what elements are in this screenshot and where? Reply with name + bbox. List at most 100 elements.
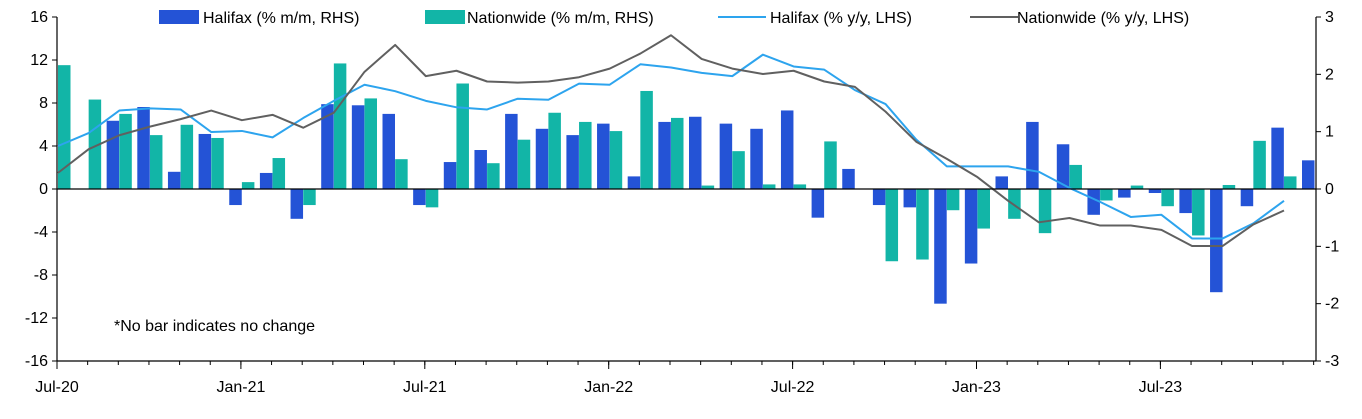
bar-nationwide-mm-Jun-23 (1130, 185, 1144, 189)
bar-nationwide-mm-Dec-22 (946, 189, 960, 211)
bar-nationwide-mm-Feb-23 (1008, 189, 1021, 219)
bar-nationwide-mm-Oct-20 (149, 135, 163, 189)
bar-nationwide-mm-Oct-21 (517, 139, 531, 189)
bar-nationwide-mm-Jan-23 (977, 189, 990, 229)
x-tick-label: Jul-21 (403, 379, 447, 396)
bar-halifax-mm-Dec-21 (597, 123, 610, 189)
legend-label-nationwide-yy: Nationwide (% y/y, LHS) (1017, 10, 1189, 27)
bar-halifax-mm-May-21 (382, 113, 395, 189)
bar-halifax-mm-Nov-23 (1302, 160, 1315, 189)
bar-nationwide-mm-Nov-21 (548, 112, 561, 189)
bar-halifax-mm-Nov-22 (934, 189, 947, 304)
bar-halifax-mm-Aug-20 (106, 120, 120, 189)
bar-nationwide-mm-Apr-22 (701, 185, 715, 189)
bar-nationwide-mm-Sep-23 (1222, 184, 1236, 189)
bar-nationwide-mm-Feb-21 (272, 158, 286, 189)
bar-halifax-mm-Mar-23 (1056, 144, 1070, 189)
bar-halifax-mm-Jul-21 (443, 162, 457, 189)
chart-note: *No bar indicates no change (114, 318, 315, 335)
bar-nationwide-mm-Jul-21 (425, 189, 439, 208)
left-tick-label: -12 (25, 310, 48, 327)
bar-halifax-mm-Oct-20 (167, 171, 181, 189)
right-tick-label: 0 (1325, 181, 1334, 198)
bar-nationwide-mm-Dec-21 (579, 121, 592, 189)
bar-nationwide-mm-Jul-23 (1161, 189, 1174, 207)
bar-halifax-mm-Jun-21 (413, 189, 426, 206)
bar-halifax-mm-Mar-21 (321, 104, 334, 189)
bar-halifax-mm-Feb-22 (658, 121, 671, 189)
bars (58, 63, 1315, 304)
bar-halifax-mm-Jun-22 (780, 110, 794, 189)
bar-nationwide-mm-Aug-20 (88, 99, 102, 189)
bar-nationwide-mm-Aug-23 (1192, 189, 1205, 236)
bar-halifax-mm-Aug-23 (1210, 189, 1223, 293)
bar-nationwide-mm-Oct-22 (885, 189, 899, 262)
right-tick-label: 2 (1325, 66, 1334, 83)
bar-halifax-mm-Jan-21 (259, 172, 273, 189)
bar-halifax-mm-Jun-23 (1148, 189, 1162, 194)
bar-nationwide-mm-Feb-22 (640, 90, 653, 189)
bar-nationwide-mm-Sep-21 (487, 163, 500, 189)
bar-nationwide-mm-Jan-21 (241, 182, 255, 189)
x-tick-label: Jul-23 (1139, 379, 1183, 396)
left-tick-label: 0 (39, 181, 48, 198)
bar-halifax-mm-Sep-21 (505, 113, 518, 189)
legend-label-halifax-yy: Halifax (% y/y, LHS) (770, 10, 912, 27)
x-tick-label: Jan-22 (584, 379, 633, 396)
bar-nationwide-mm-Aug-21 (456, 83, 469, 189)
bar-nationwide-mm-Sep-20 (119, 113, 132, 189)
bar-nationwide-mm-Apr-23 (1069, 164, 1082, 189)
bar-nationwide-mm-Jul-20 (58, 65, 71, 189)
bar-nationwide-mm-Jan-22 (609, 131, 623, 189)
left-tick-label: -16 (25, 353, 48, 370)
bar-nationwide-mm-Mar-21 (303, 189, 316, 206)
legend-label-nationwide-mm: Nationwide (% m/m, RHS) (467, 10, 654, 27)
bar-halifax-mm-May-22 (750, 128, 763, 189)
x-tick-label: Jan-21 (216, 379, 265, 396)
bar-halifax-mm-Mar-22 (689, 116, 702, 189)
line-nationwide-yy (57, 34, 1285, 247)
bar-halifax-mm-Nov-20 (198, 133, 212, 189)
bar-nationwide-mm-May-22 (732, 151, 745, 189)
bar-halifax-mm-Jan-22 (627, 176, 641, 189)
legend-swatch-halifax-mm (159, 10, 199, 24)
bar-halifax-mm-Oct-21 (535, 128, 549, 189)
bar-nationwide-mm-Aug-22 (824, 141, 837, 189)
x-tick-label: Jul-22 (771, 379, 815, 396)
bar-halifax-mm-Jul-23 (1179, 189, 1192, 214)
bar-halifax-mm-Dec-22 (964, 189, 978, 264)
left-tick-label: 16 (30, 9, 48, 26)
bar-halifax-mm-Jan-23 (995, 176, 1008, 189)
right-tick-label: 3 (1325, 9, 1334, 26)
left-tick-label: -4 (34, 224, 48, 241)
bar-nationwide-mm-Nov-23 (1284, 176, 1297, 189)
bar-halifax-mm-Apr-23 (1087, 189, 1100, 215)
bar-nationwide-mm-Apr-21 (333, 63, 347, 189)
bar-nationwide-mm-May-21 (364, 98, 377, 189)
bar-nationwide-mm-Mar-23 (1038, 189, 1052, 234)
bar-halifax-mm-Sep-23 (1240, 189, 1254, 207)
bar-halifax-mm-Apr-21 (351, 105, 365, 189)
bar-halifax-mm-Aug-22 (842, 168, 855, 189)
bar-nationwide-mm-May-23 (1100, 189, 1113, 201)
bar-halifax-mm-Jul-22 (811, 189, 825, 218)
bar-halifax-mm-Apr-22 (719, 123, 733, 189)
bar-halifax-mm-Oct-23 (1271, 127, 1284, 189)
bar-nationwide-mm-Jun-22 (762, 184, 776, 189)
bar-nationwide-mm-Dec-20 (211, 137, 224, 189)
lines (57, 34, 1285, 247)
legend-label-halifax-mm: Halifax (% m/m, RHS) (203, 10, 359, 27)
legend: Halifax (% m/m, RHS) Nationwide (% m/m, R… (159, 10, 1189, 27)
bar-halifax-mm-Feb-23 (1026, 121, 1039, 189)
bar-halifax-mm-Oct-22 (903, 189, 917, 208)
bar-halifax-mm-Sep-20 (137, 107, 150, 189)
left-tick-label: -8 (34, 267, 48, 284)
bar-halifax-mm-Dec-20 (229, 189, 242, 206)
right-tick-label: 1 (1325, 124, 1334, 141)
left-tick-label: 4 (39, 138, 48, 155)
right-tick-label: -2 (1325, 296, 1339, 313)
bar-nationwide-mm-Nov-22 (916, 189, 929, 260)
bar-nationwide-mm-Jun-21 (395, 159, 408, 189)
line-halifax-yy (57, 53, 1285, 240)
